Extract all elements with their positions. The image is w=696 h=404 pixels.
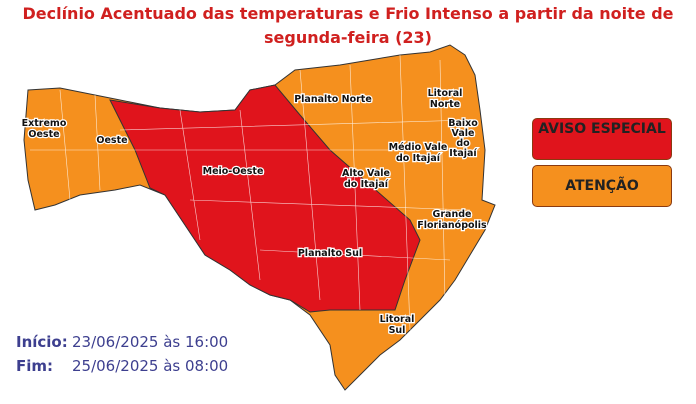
- label-extremo-oeste: Extremo Oeste: [22, 118, 67, 140]
- legend-aviso-especial: AVISO ESPECIAL: [532, 118, 672, 160]
- municipality-borders: [30, 54, 480, 331]
- legend-atencao: ATENÇÃO: [532, 165, 672, 207]
- label-meio-oeste: Meio-Oeste: [203, 166, 264, 177]
- label-baixo-vale: Baixo Vale do Itajaí: [448, 118, 478, 159]
- map-title: Declínio Acentuado das temperaturas e Fr…: [22, 4, 674, 47]
- label-oeste: Oeste: [96, 135, 127, 146]
- start-value: 23/06/2025 às 16:00: [72, 333, 229, 351]
- label-litoral-sul: Litoral Sul: [380, 314, 415, 336]
- label-grande-florianopolis: Grande Florianópolis: [417, 209, 487, 231]
- end-label: Fim:: [16, 357, 54, 375]
- period-end: Fim: 25/06/2025 às 08:00: [16, 357, 228, 375]
- area-aviso-especial: [109, 84, 421, 313]
- period-start: Início: 23/06/2025 às 16:00: [16, 333, 228, 351]
- end-value: 25/06/2025 às 08:00: [72, 357, 229, 375]
- label-planalto-sul: Planalto Sul: [298, 248, 362, 259]
- legend-label: AVISO ESPECIAL: [538, 121, 666, 137]
- label-medio-vale: Médio Vale do Itajaí: [389, 142, 448, 164]
- label-planalto-norte: Planalto Norte: [294, 94, 372, 105]
- label-litoral-norte: Litoral Norte: [428, 88, 463, 110]
- legend-label: ATENÇÃO: [565, 178, 639, 194]
- start-label: Início:: [16, 333, 68, 351]
- label-alto-vale: Alto Vale do Itajaí: [342, 168, 390, 190]
